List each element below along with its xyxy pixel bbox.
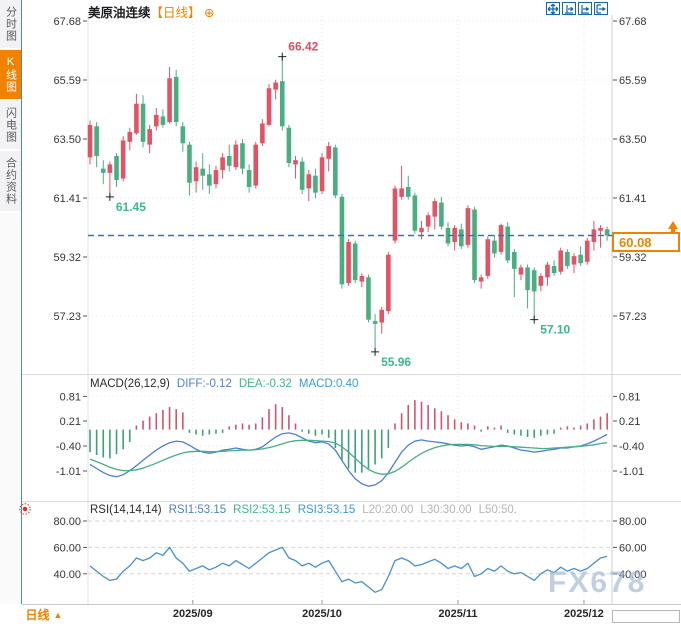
- rsi-l30-value: L30:30.00: [420, 504, 472, 516]
- price-axis-label: 65.59: [53, 75, 81, 87]
- last-price-tag: 60.08: [612, 232, 680, 252]
- price-annotations: 66.42 61.45 55.96 57.10: [105, 40, 571, 369]
- zoom-in-horizontal-icon[interactable]: [562, 2, 576, 15]
- annotation-66.42: 66.42: [288, 40, 318, 54]
- month-label-2: 2025/11: [438, 608, 478, 620]
- rsi-axis-label: 40.00: [619, 569, 647, 581]
- price-axis-label: 67.68: [53, 16, 81, 28]
- rsi-axis-label: 60.00: [53, 542, 81, 554]
- macd-axis-label: -0.40: [619, 441, 644, 453]
- sidebar-tab-2[interactable]: 闪电图: [0, 101, 21, 151]
- price-axis-label: 59.32: [53, 252, 81, 264]
- rsi-axis-label: 80.00: [53, 516, 81, 528]
- rsi-header: RSI(14,14,14) RSI1:53.15 RSI2:53.15 RSI3:53…: [90, 504, 524, 516]
- candlestick-series: [87, 56, 610, 352]
- dropdown-arrow-icon: ▲: [53, 609, 63, 620]
- axis-corner-box: [612, 610, 680, 623]
- rsi1-value: RSI1:53.15: [168, 504, 227, 516]
- month-label-0: 2025/09: [172, 608, 213, 620]
- symbol-name: 美原油连续: [88, 6, 151, 20]
- macd-dea-value: DEA:-0.32: [238, 378, 292, 390]
- macd-macd-value: MACD:0.40: [298, 378, 359, 390]
- time-axis-bar: 日线 ▲ 2025/09 2025/10 2025/11 2025/12: [0, 605, 681, 624]
- month-label-1: 2025/10: [302, 608, 342, 620]
- rsi-line: [89, 546, 608, 594]
- rsi3-value: RSI3:53.15: [297, 504, 356, 516]
- price-axis-label: 67.68: [619, 16, 647, 28]
- macd-header: MACD(26,12,9) DIFF:-0.12 DEA:-0.32 MACD:0.4…: [90, 378, 365, 390]
- price-axis-label: 63.50: [619, 134, 647, 146]
- rsi-l50-value: L50:50.: [478, 504, 517, 516]
- annotation-61.45: 61.45: [116, 200, 146, 214]
- chart-toolbar: [546, 2, 608, 15]
- annotation-57.10: 57.10: [540, 323, 570, 337]
- price-axis-label: 61.41: [619, 193, 647, 205]
- gridlines: [88, 16, 612, 605]
- rsi-axis-label: 40.00: [53, 569, 81, 581]
- zoom-out-horizontal-icon[interactable]: [578, 2, 592, 15]
- sidebar-tab-0[interactable]: 分时图: [0, 0, 21, 50]
- macd-axis-label: -0.40: [56, 441, 81, 453]
- macd-axis-label: -1.01: [56, 466, 81, 478]
- rsi-axis-label: 80.00: [619, 516, 647, 528]
- period-tag: 【日线】: [150, 6, 201, 20]
- rsi2-value: RSI2:53.15: [233, 504, 291, 516]
- macd-axis-label: 0.21: [619, 416, 640, 428]
- price-axis-label: 61.41: [53, 193, 81, 205]
- rsi-l20-value: L20:20.00: [362, 504, 414, 516]
- rsi-title: RSI(14,14,14): [90, 504, 162, 516]
- panel-borders: [22, 15, 681, 624]
- annotation-55.96: 55.96: [381, 355, 411, 369]
- shift-right-icon[interactable]: [594, 2, 608, 15]
- period-selector[interactable]: 日线 ▲: [0, 605, 88, 624]
- macd-diff-value: DIFF:-0.12: [176, 378, 232, 390]
- macd-title: MACD(26,12,9): [90, 378, 170, 390]
- chart-title: 美原油连续【日线】 ⊕: [88, 2, 215, 21]
- add-symbol-icon[interactable]: ⊕: [204, 6, 215, 20]
- pan-icon[interactable]: [546, 2, 560, 15]
- macd-dea-line: [89, 439, 608, 475]
- price-axis-label: 57.23: [53, 311, 81, 323]
- macd-axis-label: 0.21: [60, 416, 81, 428]
- price-up-arrow-icon: [668, 221, 678, 233]
- macd-axis-label: 0.81: [619, 391, 640, 403]
- sidebar-tab-3[interactable]: 合约资料: [0, 151, 21, 213]
- month-label-3: 2025/12: [564, 608, 604, 620]
- price-axis-label: 59.32: [619, 252, 647, 264]
- macd-axis-label: -1.01: [619, 466, 644, 478]
- macd-histogram: [89, 400, 608, 473]
- macd-diff-line: [89, 432, 608, 487]
- macd-axis-label: 0.81: [60, 391, 81, 403]
- price-axis-label: 63.50: [53, 134, 81, 146]
- period-selector-label: 日线: [25, 608, 50, 622]
- price-axis-label: 65.59: [619, 75, 647, 87]
- price-axis-label: 57.23: [619, 311, 647, 323]
- rsi-axis-label: 60.00: [619, 542, 647, 554]
- chart-type-sidebar: 分时图 K线图 闪电图 合约资料: [0, 0, 22, 604]
- sidebar-tab-1[interactable]: K线图: [0, 50, 21, 101]
- live-indicator-icon: [19, 503, 31, 515]
